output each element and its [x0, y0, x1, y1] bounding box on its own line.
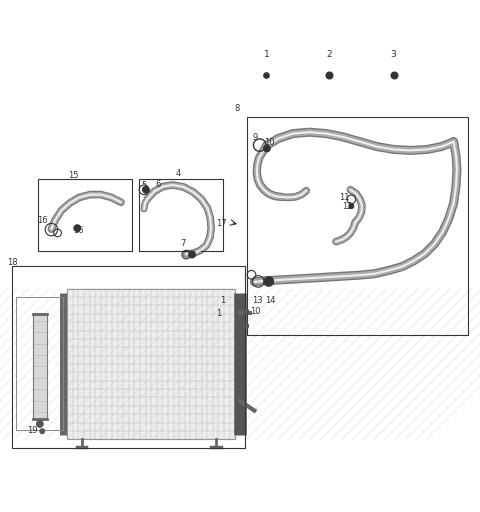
Text: 8: 8 — [234, 103, 240, 113]
Circle shape — [189, 251, 195, 258]
Text: 15: 15 — [68, 171, 78, 180]
Circle shape — [243, 309, 249, 314]
Text: 7: 7 — [180, 239, 186, 247]
Bar — [38, 179, 132, 251]
Text: 10: 10 — [251, 307, 261, 316]
Text: 10: 10 — [264, 138, 275, 147]
Text: 5: 5 — [141, 181, 146, 190]
Circle shape — [349, 204, 354, 208]
Text: 14: 14 — [265, 296, 276, 305]
Text: 11: 11 — [339, 193, 350, 202]
Text: 16: 16 — [37, 217, 48, 225]
Text: 17: 17 — [216, 219, 227, 228]
Bar — [67, 289, 235, 439]
Circle shape — [36, 421, 43, 428]
Text: 13: 13 — [252, 296, 263, 305]
Circle shape — [74, 225, 81, 231]
Circle shape — [243, 323, 249, 329]
Bar — [16, 297, 63, 430]
Text: 16: 16 — [73, 226, 84, 234]
Circle shape — [264, 145, 270, 152]
Bar — [247, 117, 468, 335]
Bar — [12, 266, 245, 448]
Text: 3: 3 — [391, 50, 396, 59]
Text: 9: 9 — [252, 133, 257, 142]
Text: 6: 6 — [156, 180, 161, 189]
Text: 1: 1 — [264, 50, 269, 59]
Bar — [33, 313, 47, 419]
Text: 2: 2 — [326, 50, 332, 59]
Text: 18: 18 — [7, 258, 18, 267]
Text: 1: 1 — [220, 295, 225, 305]
Text: 19: 19 — [27, 426, 37, 435]
Circle shape — [40, 429, 45, 434]
Circle shape — [264, 276, 274, 286]
Text: 1: 1 — [216, 309, 221, 318]
Text: 12: 12 — [342, 202, 353, 210]
Bar — [139, 179, 223, 251]
Text: 4: 4 — [176, 169, 181, 178]
Circle shape — [143, 186, 149, 193]
